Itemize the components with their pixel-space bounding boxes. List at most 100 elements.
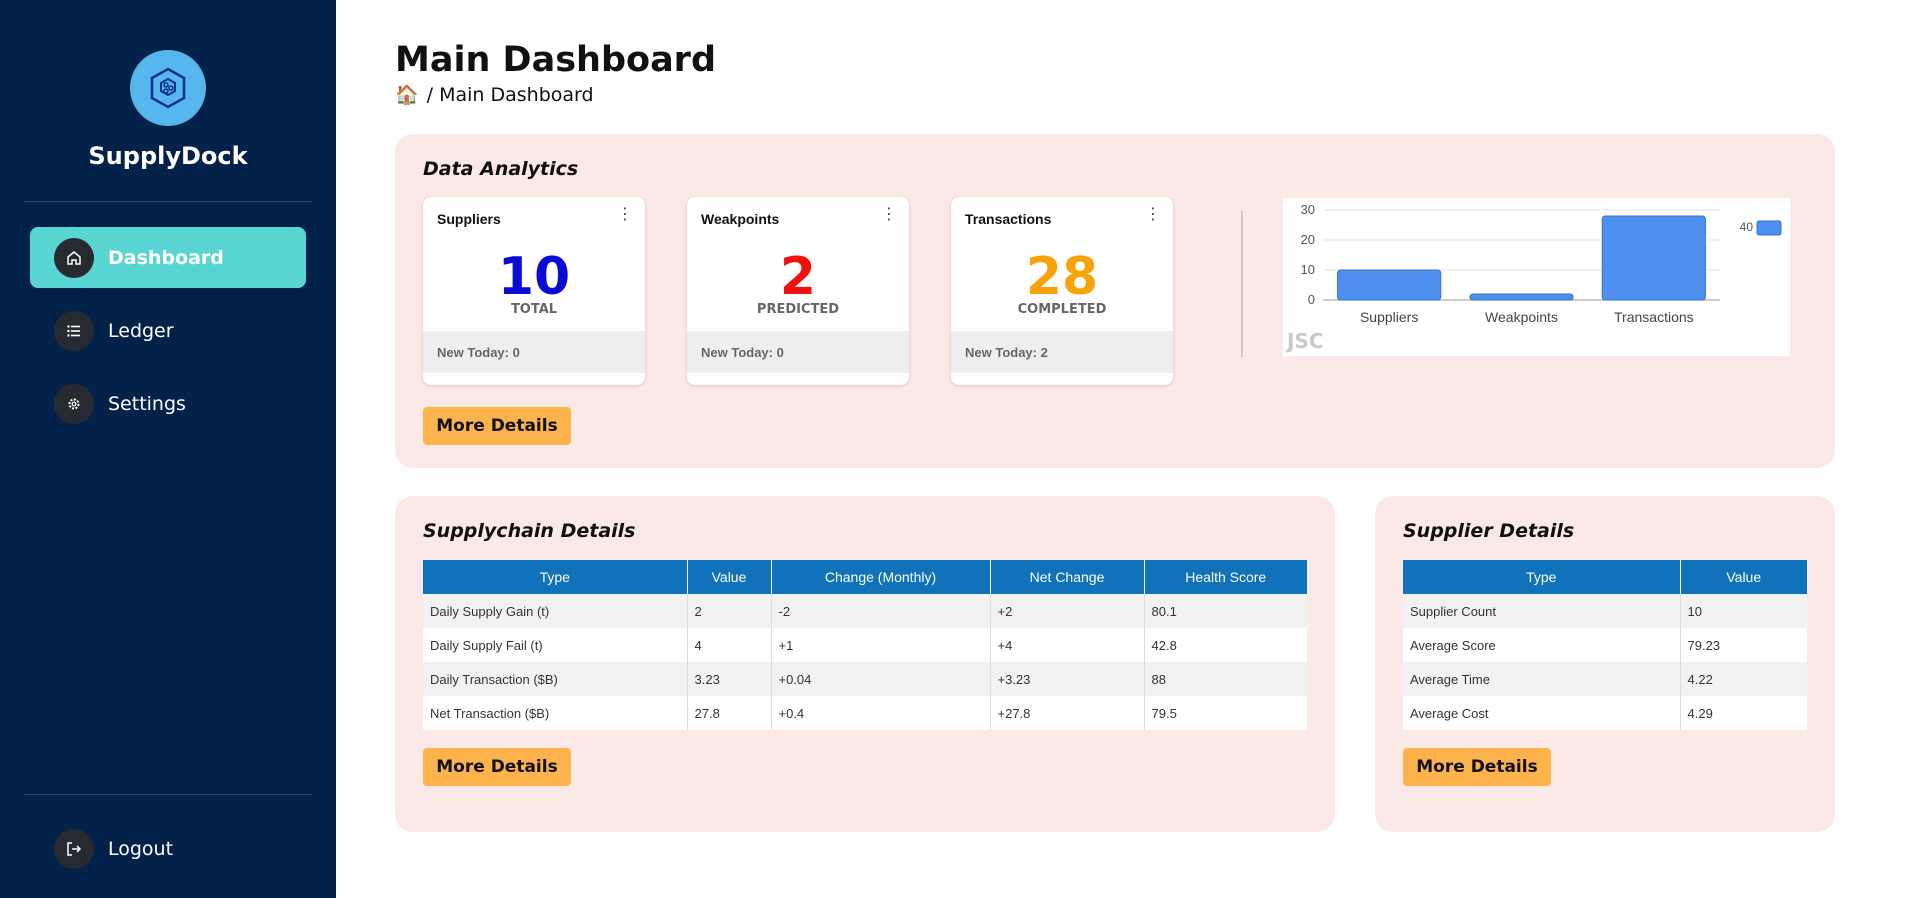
breadcrumb: 🏠 / Main Dashboard [395, 83, 594, 107]
x-tick-label: Suppliers [1360, 309, 1418, 325]
card-title: Transactions [965, 211, 1052, 227]
table-cell: +1 [771, 628, 991, 662]
table-cell: Average Cost [1403, 696, 1681, 730]
table-cell: 4.22 [1680, 662, 1807, 696]
table-cell: 4.29 [1680, 696, 1807, 730]
home-icon [54, 237, 94, 278]
gear-icon [54, 383, 94, 424]
table-cell: +2 [990, 594, 1145, 628]
chart-watermark: JSC [1285, 329, 1324, 353]
breadcrumb-text: / Main Dashboard [426, 83, 594, 106]
card-footer: New Today: 0 [423, 331, 645, 373]
supplychain-panel: Supplychain Details Type Value Change (Mon… [395, 496, 1335, 832]
card-title: Weakpoints [701, 211, 780, 227]
sidebar-item-label: Settings [108, 392, 186, 415]
card-label: PREDICTED [756, 302, 840, 317]
table-row: Average Time 4.22 [1403, 662, 1807, 696]
card-value: 2 [779, 247, 817, 307]
table-cell: Daily Supply Gain (t) [423, 594, 688, 628]
table-cell: 80.1 [1144, 594, 1307, 628]
sidebar-item-label: Ledger [108, 319, 174, 342]
suppliers-card: Suppliers ⋮ 10 TOTAL New Today: 0 [423, 197, 645, 385]
sidebar-item-ledger[interactable]: Ledger [30, 300, 306, 361]
panel-divider [1241, 211, 1243, 357]
table-cell: +3.23 [990, 662, 1145, 696]
kebab-menu-icon[interactable]: ⋮ [1145, 206, 1161, 223]
table-cell: -2 [771, 594, 991, 628]
y-tick-label: 0 [1308, 292, 1315, 307]
table-row: Average Cost 4.29 [1403, 696, 1807, 730]
column-header: Value [687, 560, 772, 594]
column-header: Net Change [990, 560, 1145, 594]
kebab-menu-icon[interactable]: ⋮ [617, 206, 633, 223]
supplier-table: Type Value Supplier Count 10 Average Score 7… [1403, 560, 1807, 730]
chart-svg: 0 10 20 30 Suppliers Weakpoints Transactions 40… [1285, 202, 1782, 353]
card-label: COMPLETED [1017, 302, 1107, 317]
table-cell: +0.4 [771, 696, 991, 730]
table-cell: Daily Transaction ($B) [423, 662, 688, 696]
table-cell: 27.8 [687, 696, 772, 730]
brand: SupplyDock [0, 50, 336, 170]
panel-title: Supplier Details [1403, 520, 1575, 542]
card-footer: New Today: 0 [687, 331, 909, 373]
sidebar-divider [24, 794, 312, 795]
table-row: Daily Supply Fail (t) 4 +1 +4 42.8 [423, 628, 1307, 662]
logout-button[interactable]: Logout [30, 818, 306, 879]
bar [1469, 293, 1574, 301]
bar-chart: 0 10 20 30 Suppliers Weakpoints Transactions 40… [1283, 198, 1790, 356]
table-cell: 88 [1144, 662, 1307, 696]
column-header: Health Score [1144, 560, 1307, 594]
table-cell: 79.5 [1144, 696, 1307, 730]
table-row: Daily Supply Gain (t) 2 -2 +2 80.1 [423, 594, 1307, 628]
table-cell: 2 [687, 594, 772, 628]
kebab-menu-icon[interactable]: ⋮ [881, 206, 897, 223]
table-cell: Net Transaction ($B) [423, 696, 688, 730]
sidebar-item-settings[interactable]: Settings [30, 373, 306, 434]
transactions-card: Transactions ⋮ 28 COMPLETED New Today: 2 [951, 197, 1173, 385]
table-row: Net Transaction ($B) 27.8 +0.4 +27.8 79.5 [423, 696, 1307, 730]
home-icon[interactable]: 🏠 [395, 84, 419, 106]
table-cell: 42.8 [1144, 628, 1307, 662]
table-row: Average Score 79.23 [1403, 628, 1807, 662]
table-cell: +4 [990, 628, 1145, 662]
app-name: SupplyDock [88, 142, 248, 170]
y-tick-label: 10 [1301, 262, 1315, 277]
table-cell: Average Time [1403, 662, 1681, 696]
table-cell: Average Score [1403, 628, 1681, 662]
sidebar-divider [24, 201, 312, 202]
legend-label: 40 [1740, 220, 1754, 234]
card-value: 10 [497, 247, 571, 307]
bar [1337, 269, 1442, 301]
sidebar-nav: Dashboard Ledger Settings [30, 227, 306, 446]
y-tick-label: 30 [1301, 202, 1315, 217]
table-cell: 79.23 [1680, 628, 1807, 662]
logo-icon [130, 50, 206, 126]
sidebar-item-dashboard[interactable]: Dashboard [30, 227, 306, 288]
column-header: Value [1680, 560, 1807, 594]
table-cell: Supplier Count [1403, 594, 1681, 628]
table-row: Daily Transaction ($B) 3.23 +0.04 +3.23 88 [423, 662, 1307, 696]
sidebar-item-label: Dashboard [108, 246, 224, 269]
bar [1601, 215, 1706, 301]
y-tick-label: 20 [1301, 232, 1315, 247]
more-details-button[interactable]: More Details [1403, 748, 1551, 786]
list-icon [54, 310, 94, 351]
sidebar: SupplyDock Dashboard Ledger [0, 0, 336, 898]
data-analytics-panel: Data Analytics Suppliers ⋮ 10 TOTAL New … [395, 134, 1835, 468]
panel-title: Data Analytics [423, 158, 579, 180]
weakpoints-card: Weakpoints ⋮ 2 PREDICTED New Today: 0 [687, 197, 909, 385]
supplychain-table: Type Value Change (Monthly) Net Change Healt… [423, 560, 1307, 730]
more-details-button[interactable]: More Details [423, 407, 571, 445]
card-title: Suppliers [437, 211, 501, 227]
column-header: Type [423, 560, 688, 594]
table-cell: Daily Supply Fail (t) [423, 628, 688, 662]
table-cell: 3.23 [687, 662, 772, 696]
column-header: Type [1403, 560, 1681, 594]
more-details-button[interactable]: More Details [423, 748, 571, 786]
table-cell: 10 [1680, 594, 1807, 628]
column-header: Change (Monthly) [771, 560, 991, 594]
table-cell: +27.8 [990, 696, 1145, 730]
x-tick-label: Transactions [1614, 309, 1694, 325]
logout-label: Logout [108, 837, 174, 860]
card-footer: New Today: 2 [951, 331, 1173, 373]
